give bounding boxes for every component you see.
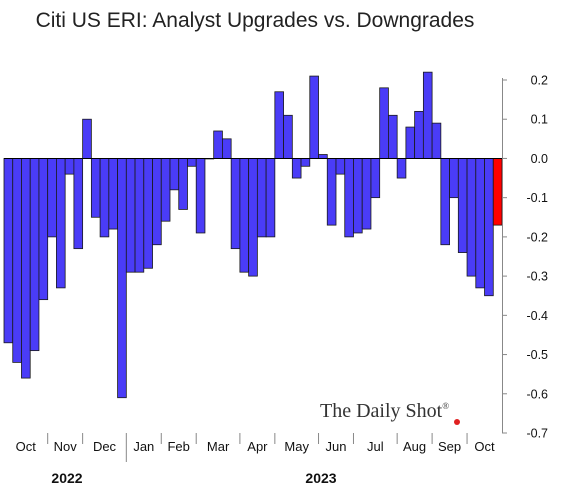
y-tick-label: 0.0: [531, 152, 548, 166]
chart-bar: [326, 158, 337, 226]
chart-bar: [466, 158, 477, 277]
chart-bar: [291, 158, 302, 179]
chart-bar: [195, 158, 206, 234]
month-label: Jan: [133, 439, 154, 454]
y-tick-label: 0.2: [531, 74, 548, 88]
chart-bar: [492, 158, 503, 226]
chart-bar: [99, 158, 110, 238]
month-label: Oct: [474, 439, 495, 454]
month-label: Nov: [54, 439, 78, 454]
watermark-dot: [454, 419, 460, 425]
chart-bar: [405, 126, 416, 159]
chart-bar: [12, 158, 22, 363]
month-label: Feb: [167, 439, 189, 454]
chart-bar: [256, 158, 267, 238]
chart-bar: [353, 158, 363, 234]
chart-bar: [370, 158, 381, 199]
y-tick-label: -0.4: [526, 309, 548, 323]
chart-bar: [414, 110, 424, 159]
chart-bar: [309, 75, 319, 159]
chart-bar: [361, 158, 372, 230]
watermark-logo: The Daily Shot®: [320, 400, 449, 423]
chart-bar: [335, 158, 346, 175]
chart-bar: [21, 158, 31, 379]
month-label: Apr: [247, 439, 268, 454]
chart-bar: [134, 158, 145, 273]
month-label: Mar: [207, 439, 230, 454]
chart-bar: [457, 158, 468, 253]
y-tick-label: -0.3: [526, 270, 548, 284]
y-tick-label: -0.5: [526, 348, 548, 362]
chart-bar: [38, 158, 49, 301]
month-label: Jul: [367, 439, 384, 454]
chart-bar: [274, 91, 284, 159]
y-tick-label: -0.1: [526, 191, 548, 205]
chart-bar: [125, 158, 136, 273]
chart-bar: [108, 158, 118, 230]
chart-bar: [396, 158, 407, 179]
chart-bar: [160, 158, 171, 222]
chart-bar: [239, 158, 250, 273]
month-label: Oct: [16, 439, 37, 454]
chart-bar: [283, 114, 293, 159]
chart-bar: [169, 158, 180, 191]
month-label: Sep: [438, 439, 461, 454]
registered-mark: ®: [442, 401, 450, 411]
chart-bar: [300, 158, 311, 167]
y-tick-label: 0.1: [531, 113, 548, 127]
month-label: Jun: [326, 439, 347, 454]
chart-bar: [64, 158, 75, 175]
watermark-text: The Daily Shot: [320, 400, 443, 422]
chart-bar: [187, 158, 197, 167]
chart-bar: [29, 158, 40, 352]
chart-bar: [178, 158, 188, 210]
chart-bar: [222, 138, 232, 159]
chart-bar: [73, 158, 84, 250]
y-tick-label: -0.7: [526, 427, 548, 441]
chart-bar: [230, 158, 241, 250]
chart-bar: [82, 118, 92, 159]
chart-bar: [265, 158, 276, 238]
year-label: 2023: [305, 470, 336, 486]
chart-bar: [388, 114, 398, 159]
chart-bar: [3, 158, 14, 344]
chart-bar: [318, 154, 328, 159]
chart-bar: [152, 158, 162, 246]
chart-bar: [344, 158, 354, 238]
chart-bar: [143, 158, 153, 269]
chart-bar: [431, 122, 442, 159]
chart-bar: [440, 158, 450, 246]
chart-bar: [484, 158, 494, 297]
month-label: Dec: [93, 439, 117, 454]
chart-title: Citi US ERI: Analyst Upgrades vs. Downgr…: [35, 9, 475, 32]
month-label: May: [284, 439, 309, 454]
chart-bar: [248, 158, 258, 277]
y-tick-label: -0.6: [526, 387, 548, 401]
chart-bar: [422, 71, 433, 159]
chart-bar: [47, 158, 57, 238]
chart-bar: [449, 158, 459, 199]
year-label: 2022: [51, 470, 82, 486]
chart-bar: [117, 158, 127, 399]
chart-bar: [379, 87, 389, 159]
chart-bar: [475, 158, 485, 289]
chart-bar: [213, 130, 223, 159]
chart-bar: [90, 158, 101, 218]
month-label: Aug: [403, 439, 426, 454]
y-tick-label: -0.2: [526, 230, 548, 244]
chart-bar: [56, 158, 66, 289]
